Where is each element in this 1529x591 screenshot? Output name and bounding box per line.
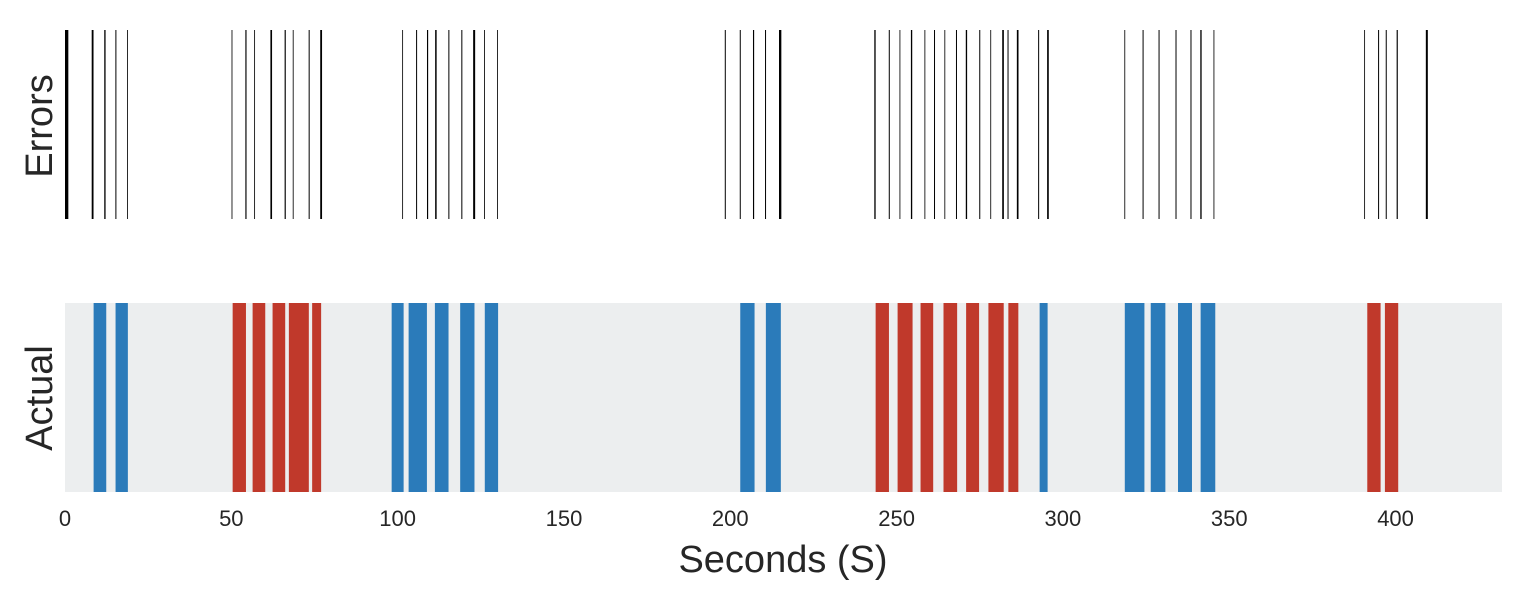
error-event-line-21 [497,30,498,219]
actual-interval-red-16 [920,303,934,492]
actual-interval-blue-22 [1124,303,1145,492]
error-event-line-53 [1396,30,1398,219]
error-event-line-45 [1158,30,1160,219]
error-event-line-22 [724,30,726,219]
actual-interval-blue-13 [765,303,781,492]
error-event-line-39 [1007,30,1009,219]
actual-interval-blue-12 [740,303,755,492]
error-event-line-49 [1213,30,1215,219]
error-event-line-48 [1200,30,1202,219]
x-tick-label-100: 100 [379,506,416,531]
actual-interval-red-14 [875,303,889,492]
errors-axis-label: Errors [19,74,61,177]
error-event-line-28 [888,30,890,219]
actual-axis-label: Actual [19,345,61,451]
x-tick-label-350: 350 [1211,506,1248,531]
error-event-line-5 [231,30,233,219]
error-event-line-6 [245,30,247,219]
error-event-line-3 [115,30,117,219]
x-axis-label: Seconds (S) [678,539,887,581]
actual-interval-red-20 [1008,303,1019,492]
error-event-line-17 [448,30,450,219]
x-tick-label-150: 150 [546,506,583,531]
x-tick-label-50: 50 [219,506,243,531]
error-event-line-54 [1425,30,1428,219]
actual-interval-blue-24 [1178,303,1192,492]
error-event-line-40 [1016,30,1019,219]
error-event-line-51 [1378,30,1380,219]
error-event-line-50 [1364,30,1366,219]
actual-interval-red-5 [288,303,309,492]
error-event-line-47 [1190,30,1192,219]
error-event-line-0 [65,30,69,219]
actual-interval-blue-21 [1039,303,1048,492]
actual-interval-blue-25 [1200,303,1216,492]
error-event-line-16 [435,30,437,219]
error-event-line-52 [1385,30,1387,219]
x-tick-label-0: 0 [59,506,71,531]
error-event-line-42 [1047,30,1049,219]
actual-interval-red-15 [897,303,913,492]
errors-panel [65,30,1428,219]
actual-interval-red-17 [943,303,958,492]
actual-interval-red-19 [988,303,1004,492]
x-tick-label-300: 300 [1045,506,1082,531]
error-event-line-19 [473,30,476,219]
error-event-line-23 [739,30,741,219]
error-event-line-25 [765,30,767,219]
error-event-line-15 [426,30,429,219]
error-event-line-1 [91,30,94,219]
x-axis-ticks: 0 50 100 150 200 250 300 350 400 [59,506,1414,531]
error-event-line-33 [944,30,946,219]
error-event-line-37 [990,30,992,219]
actual-interval-blue-11 [484,303,499,492]
error-event-line-9 [284,30,286,219]
error-event-line-44 [1142,30,1144,219]
error-event-line-13 [402,30,404,219]
actual-interval-red-2 [232,303,246,492]
actual-interval-blue-10 [460,303,475,492]
error-event-line-26 [779,30,782,219]
error-event-line-43 [1124,30,1126,219]
error-event-line-4 [127,30,128,219]
error-event-line-8 [270,30,273,219]
error-event-line-27 [874,30,876,219]
x-tick-label-400: 400 [1377,506,1414,531]
error-event-line-32 [934,30,936,219]
error-event-line-20 [484,30,485,219]
error-event-line-7 [254,30,256,219]
actual-interval-blue-9 [434,303,449,492]
actual-interval-blue-8 [408,303,427,492]
error-event-line-24 [752,30,755,219]
error-event-line-31 [924,30,926,219]
error-event-line-41 [1038,30,1040,219]
error-event-line-35 [965,30,968,219]
error-event-line-38 [1002,30,1004,219]
actual-interval-red-26 [1367,303,1381,492]
actual-interval-red-18 [966,303,980,492]
error-event-line-11 [308,30,310,219]
actual-interval-red-6 [312,303,322,492]
actual-interval-blue-0 [93,303,107,492]
actual-interval-red-3 [252,303,266,492]
error-event-line-36 [979,30,981,219]
error-event-line-46 [1175,30,1177,219]
actual-interval-blue-23 [1150,303,1166,492]
actual-interval-red-4 [272,303,286,492]
error-event-line-18 [461,30,463,219]
actual-interval-red-27 [1384,303,1399,492]
error-event-line-30 [910,30,913,219]
x-tick-label-200: 200 [712,506,749,531]
error-event-line-10 [292,30,294,219]
error-event-line-29 [899,30,901,219]
error-event-line-14 [416,30,418,219]
error-event-line-34 [955,30,957,219]
x-tick-label-250: 250 [878,506,915,531]
error-event-line-2 [104,30,106,219]
error-event-line-12 [320,30,323,219]
actual-interval-blue-1 [115,303,128,492]
actual-panel [65,303,1502,492]
actual-interval-blue-7 [391,303,404,492]
